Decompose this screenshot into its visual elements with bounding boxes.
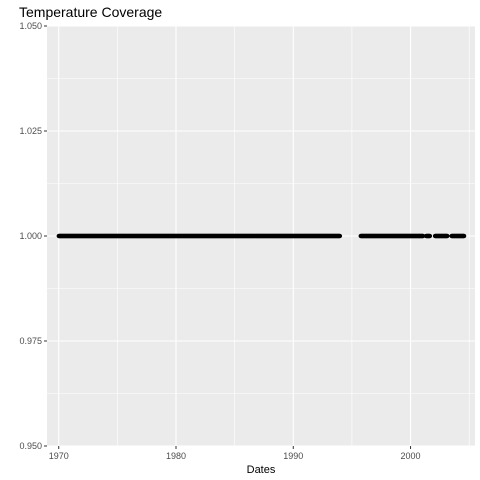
y-axis: 0.950 0.975 1.000 1.025 1.050: [19, 21, 47, 451]
data-points: [56, 233, 467, 239]
data-point-s0-r3-55: [445, 233, 450, 239]
x-tick-label-3: 2000: [401, 451, 421, 461]
x-axis-label: Dates: [247, 464, 276, 476]
data-point-s0-r1-277: [421, 233, 426, 239]
x-axis: 1970 1980 1990 2000: [49, 446, 421, 461]
x-tick-label-2: 1990: [283, 451, 303, 461]
y-tick-label-0: 0.950: [19, 441, 42, 451]
y-tick-label-4: 1.050: [19, 21, 42, 31]
x-tick-label-0: 1970: [49, 451, 69, 461]
data-point-s0-r4-56: [462, 233, 467, 239]
data-point-s0-r2-17: [427, 233, 433, 239]
y-tick-label-3: 1.025: [19, 126, 42, 136]
y-tick-label-2: 1.000: [19, 231, 42, 241]
x-tick-label-1: 1980: [166, 451, 186, 461]
chart-title: Temperature Coverage: [19, 4, 162, 20]
y-tick-label-1: 0.975: [19, 336, 42, 346]
data-point-s0-r0-1247: [337, 233, 343, 239]
